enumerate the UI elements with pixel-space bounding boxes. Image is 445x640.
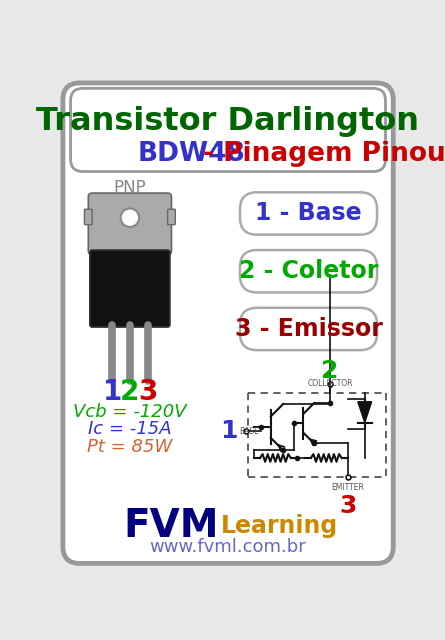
FancyBboxPatch shape xyxy=(90,250,170,327)
Text: COLLECTOR: COLLECTOR xyxy=(307,379,353,388)
Text: 1: 1 xyxy=(220,419,238,443)
Text: 3 - Emissor: 3 - Emissor xyxy=(235,317,382,341)
Text: - Pinagem Pinout: - Pinagem Pinout xyxy=(194,141,445,167)
Text: 2 - Coletor: 2 - Coletor xyxy=(239,259,378,284)
FancyBboxPatch shape xyxy=(240,192,377,235)
Text: 3: 3 xyxy=(339,494,356,518)
Ellipse shape xyxy=(121,209,139,227)
Text: BASE: BASE xyxy=(239,426,259,435)
FancyBboxPatch shape xyxy=(71,88,385,172)
Text: 1: 1 xyxy=(102,378,122,406)
Text: Ic = -15A: Ic = -15A xyxy=(88,420,172,438)
Text: 1 - Base: 1 - Base xyxy=(255,202,362,225)
FancyBboxPatch shape xyxy=(240,308,377,350)
Text: www.fvml.com.br: www.fvml.com.br xyxy=(150,538,306,556)
Text: PNP: PNP xyxy=(113,179,146,198)
FancyBboxPatch shape xyxy=(63,83,393,563)
Text: 2: 2 xyxy=(321,359,339,383)
FancyBboxPatch shape xyxy=(168,209,175,225)
Text: Pt = 85W: Pt = 85W xyxy=(87,438,173,456)
Text: Learning: Learning xyxy=(221,515,338,538)
FancyBboxPatch shape xyxy=(88,193,171,255)
FancyBboxPatch shape xyxy=(240,250,377,292)
Text: 3: 3 xyxy=(138,378,157,406)
FancyBboxPatch shape xyxy=(85,209,92,225)
Text: Vcb = -120V: Vcb = -120V xyxy=(73,403,187,420)
Text: BDW48: BDW48 xyxy=(138,141,245,167)
Text: EMITTER: EMITTER xyxy=(332,483,364,492)
Polygon shape xyxy=(358,402,372,422)
Text: Transistor Darlington: Transistor Darlington xyxy=(36,106,419,137)
Text: FVM: FVM xyxy=(123,507,218,545)
Text: 2: 2 xyxy=(120,378,140,406)
